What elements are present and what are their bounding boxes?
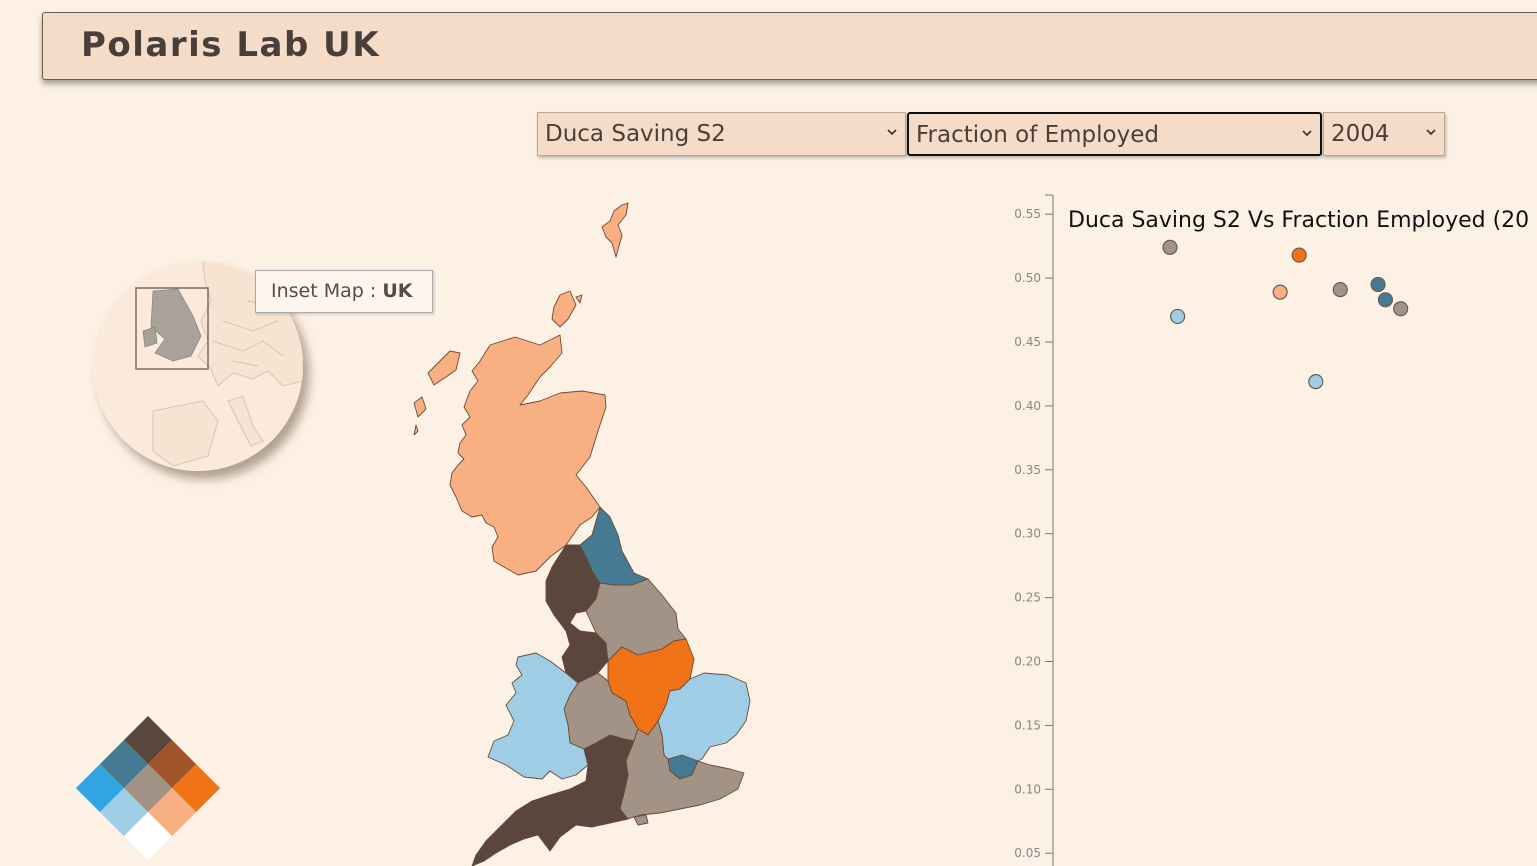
scatter-point[interactable] — [1272, 284, 1288, 300]
chevron-down-icon — [887, 129, 897, 136]
chart-title: Duca Saving S2 Vs Fraction Employed (20 — [1068, 208, 1530, 233]
y-tick-label: 0.10 — [1014, 782, 1041, 796]
scatter-point[interactable] — [1291, 247, 1307, 263]
region-isle-of-wight[interactable] — [633, 814, 649, 826]
year-select-value: 2004 — [1331, 121, 1390, 147]
y-tick-label: 0.35 — [1014, 463, 1041, 477]
region-orkney[interactable] — [551, 290, 583, 328]
y-tick-label: 0.25 — [1014, 591, 1041, 605]
y-tick-label: 0.40 — [1014, 399, 1041, 413]
region-south-west[interactable] — [471, 734, 635, 866]
y-tick-label: 0.20 — [1014, 655, 1041, 669]
inset-label-prefix: Inset Map : — [271, 280, 383, 302]
year-select[interactable]: 2004 — [1323, 112, 1445, 156]
dataset-select-value: Duca Saving S2 — [545, 121, 726, 147]
bivariate-legend — [75, 716, 221, 861]
region-scotland[interactable] — [449, 334, 607, 576]
variable-select-value: Fraction of Employed — [916, 122, 1159, 148]
app-title: Polaris Lab UK — [81, 25, 381, 65]
y-tick-label: 0.30 — [1014, 527, 1041, 541]
scatter-point[interactable] — [1377, 292, 1394, 308]
scatter-point[interactable] — [1393, 301, 1409, 317]
y-tick-label: 0.05 — [1014, 846, 1041, 860]
scatter-point[interactable] — [1170, 308, 1186, 325]
scatter-points — [1162, 239, 1409, 390]
y-tick-label: 0.55 — [1014, 207, 1041, 221]
scatter-point[interactable] — [1370, 276, 1386, 293]
region-shetland[interactable] — [601, 202, 629, 258]
chevron-down-icon — [1426, 129, 1436, 136]
scatter-point[interactable] — [1162, 239, 1178, 256]
dataset-select[interactable]: Duca Saving S2 — [537, 112, 906, 156]
chevron-down-icon — [1302, 130, 1312, 137]
region-western-isles[interactable] — [413, 350, 461, 436]
region-wales[interactable] — [487, 652, 589, 780]
uk-choropleth-map[interactable] — [400, 195, 760, 866]
y-tick-label: 0.50 — [1014, 271, 1041, 285]
variable-select[interactable]: Fraction of Employed — [907, 112, 1322, 156]
y-tick-label: 0.15 — [1014, 718, 1041, 732]
scatter-chart: 0.55 0.50 0.45 0.40 0.35 0.30 0.25 0.20 0.15 0.10… — [1014, 194, 1409, 866]
inset-map-label: Inset Map : UK — [255, 270, 433, 313]
y-axis: 0.55 0.50 0.45 0.40 0.35 0.30 0.25 0.20 0.15 0.10… — [1014, 194, 1054, 866]
y-tick-label: 0.45 — [1014, 335, 1041, 349]
scatter-point[interactable] — [1308, 374, 1324, 390]
inset-label-region: UK — [382, 280, 413, 302]
scatter-point[interactable] — [1332, 281, 1348, 298]
app-header: Polaris Lab UK — [42, 12, 1537, 80]
